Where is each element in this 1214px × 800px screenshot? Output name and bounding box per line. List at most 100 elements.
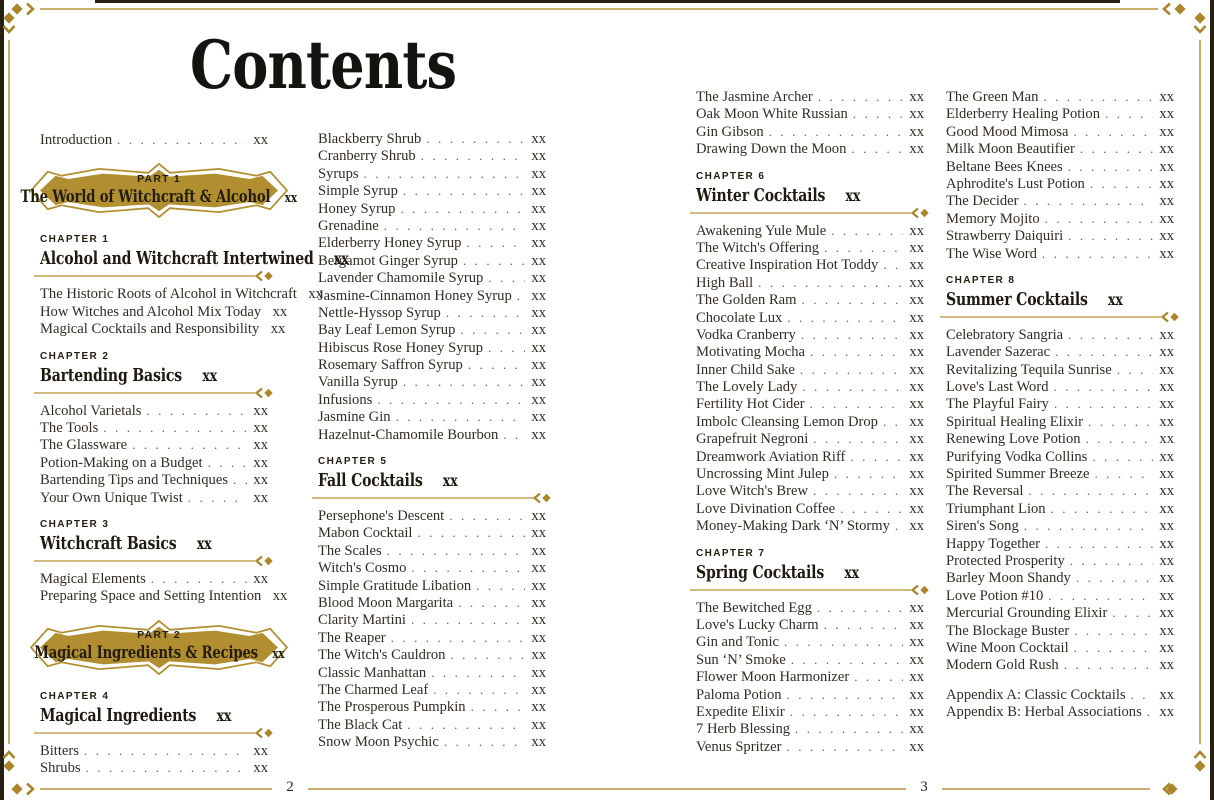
chapter-heading: CHAPTER 8 Summer Cocktails xx xyxy=(940,275,1179,323)
chapter-title-row: Alcohol and Witchcraft Intertwined xx xyxy=(40,248,349,270)
toc-entry-page: xx xyxy=(909,616,924,633)
toc-entry-label: Bartending Tips and Techniques xyxy=(40,472,229,489)
toc-entry-label: Shrubs xyxy=(40,760,81,777)
toc-entry: Wine Moon Cocktail xx xyxy=(946,640,1174,657)
dot-leader xyxy=(769,124,903,140)
toc-entry: Vanilla Syrup xx xyxy=(318,374,546,391)
toc-entry-page: xx xyxy=(1159,158,1174,175)
dot-leader xyxy=(444,734,525,750)
toc-entry-page: xx xyxy=(909,599,924,616)
chapter-title: Winter Cocktails xyxy=(696,184,826,206)
toc-entry: Preparing Space and Setting Intention xx xyxy=(40,588,287,605)
dot-leader xyxy=(850,449,903,465)
toc-entry: The Jasmine Archer xx xyxy=(696,89,924,106)
toc-entry-label: Sun ‘N’ Smoke xyxy=(696,651,786,668)
chapter-number: CHAPTER 6 xyxy=(696,170,766,182)
toc-entry-page: xx xyxy=(531,165,546,182)
toc-entry: The Historic Roots of Alcohol in Witchcr… xyxy=(40,286,323,303)
toc-entry-page: xx xyxy=(272,588,288,605)
part-badge: PART 2 Magical Ingredients & Recipes xx xyxy=(28,616,290,679)
dot-leader xyxy=(446,305,525,321)
dot-leader xyxy=(233,472,247,488)
chapter-rule-ornament xyxy=(34,555,273,567)
toc-entry-label: The Witch's Offering xyxy=(696,239,820,256)
page-number-left: 2 xyxy=(286,779,294,795)
toc-entry-page: xx xyxy=(531,426,546,443)
toc-entry-label: Potion-Making on a Budget xyxy=(40,454,203,471)
toc-entry-page: xx xyxy=(1159,141,1174,158)
toc-entry-page: xx xyxy=(1159,657,1174,674)
toc-entry-page: xx xyxy=(1159,483,1174,500)
part-badge-frame xyxy=(28,159,290,227)
chapter-title-row: Winter Cocktails xx xyxy=(696,185,874,207)
toc-entry: Appendix A: Classic Cocktails xx xyxy=(946,687,1174,704)
toc-entry-label: Motivating Mocha xyxy=(696,344,806,361)
dot-leader xyxy=(391,630,525,646)
toc-entry: Flower Moon Harmonizer xx xyxy=(696,669,924,686)
toc-entry-page: xx xyxy=(531,322,546,339)
chapter-heading: CHAPTER 7 Spring Cocktails xx xyxy=(690,548,929,596)
dot-leader xyxy=(86,760,247,776)
chapter-title-row: Magical Ingredients xx xyxy=(40,705,231,727)
dot-leader xyxy=(460,322,525,338)
dot-leader xyxy=(476,578,525,594)
toc-entry-label: Expedite Elixir xyxy=(696,703,785,720)
toc-entry-label: Spirited Summer Breeze xyxy=(946,466,1090,483)
toc-entry: Rosemary Saffron Syrup xx xyxy=(318,357,546,374)
part-badge: PART 1 The World of Witchcraft & Alcohol x… xyxy=(21,159,297,222)
toc-entry-label: Fertility Hot Cider xyxy=(696,396,805,413)
toc-entry-page: xx xyxy=(531,357,546,374)
toc-entry-page: xx xyxy=(1159,587,1174,604)
dot-leader xyxy=(403,183,525,199)
toc-entry: The Green Man xx xyxy=(946,89,1174,106)
toc-entry-page: xx xyxy=(1159,245,1174,262)
toc-entry: Venus Spritzer xx xyxy=(696,739,924,756)
part-number: PART 2 xyxy=(137,629,181,642)
toc-entry: Triumphant Lion xx xyxy=(946,501,1174,518)
toc-entry-label: 7 Herb Blessing xyxy=(696,721,791,738)
toc-entry-label: Blood Moon Margarita xyxy=(318,594,454,611)
chapter-page: xx xyxy=(196,533,212,553)
toc-entry-label: The Jasmine Archer xyxy=(696,89,813,105)
toc-entry-page: xx xyxy=(1159,704,1174,721)
toc-entry: Inner Child Sake xx xyxy=(696,362,924,379)
toc-entry-label: Appendix A: Classic Cocktails xyxy=(946,686,1126,703)
toc-entry-page: xx xyxy=(1159,123,1174,140)
toc-entry: Barley Moon Shandy xx xyxy=(946,570,1174,587)
part-page: xx xyxy=(285,190,298,206)
part-title-row: The World of Witchcraft & Alcohol xx xyxy=(21,187,297,209)
page-edge-left xyxy=(0,0,4,800)
toc-entry: The Playful Fairy xx xyxy=(946,396,1174,413)
toc-entry: Magical Cocktails and Responsibility xx xyxy=(40,321,285,338)
toc-entry-page: xx xyxy=(531,304,546,321)
toc-entry-page: xx xyxy=(531,560,546,577)
toc-entry: Good Mood Mimosa xx xyxy=(946,124,1174,141)
toc-entry: The Charmed Leaf xx xyxy=(318,682,546,699)
dot-leader xyxy=(787,739,903,755)
toc-entry-label: Lavender Chamomile Syrup xyxy=(318,270,484,287)
toc-entry: Witch's Cosmo xx xyxy=(318,560,546,577)
toc-entry-label: Elderberry Honey Syrup xyxy=(318,235,462,252)
toc-entry-label: Memory Mojito xyxy=(946,210,1040,227)
toc-entry-page: xx xyxy=(531,612,546,629)
dot-leader xyxy=(787,310,903,326)
dot-leader xyxy=(396,409,525,425)
toc-entry-page: xx xyxy=(531,577,546,594)
toc-entry-label: Protected Prosperity xyxy=(946,552,1065,569)
toc-entry-label: The Black Cat xyxy=(318,716,403,733)
dot-leader xyxy=(800,362,903,378)
toc-entry: The Witch's Cauldron xx xyxy=(318,647,546,664)
toc-entry: Dreamwork Aviation Riff xx xyxy=(696,449,924,466)
dot-leader xyxy=(1105,106,1153,122)
chapter-heading: CHAPTER 3 Witchcraft Basics xx xyxy=(34,519,273,567)
toc-entry: Mercurial Grounding Elixir xx xyxy=(946,605,1174,622)
toc-entry-page: xx xyxy=(1159,622,1174,639)
toc-entry-page: xx xyxy=(1159,686,1174,703)
chapter-rule-ornament xyxy=(34,387,273,399)
dot-leader xyxy=(407,717,525,733)
toc-entry: Motivating Mocha xx xyxy=(696,344,924,361)
toc-entry-page: xx xyxy=(531,217,546,234)
toc-entry: Honey Syrup xx xyxy=(318,201,546,218)
toc-entry: Appendix B: Herbal Associations xx xyxy=(946,704,1174,721)
toc-entry-label: Simple Gratitude Libation xyxy=(318,577,472,594)
